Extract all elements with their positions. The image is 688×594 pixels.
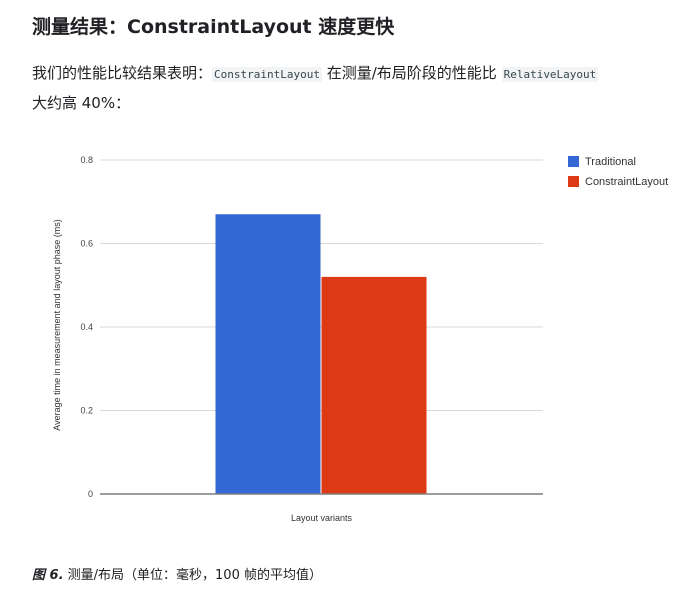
legend-swatch-constraintlayout (568, 176, 579, 187)
code-constraintlayout: ConstraintLayout (212, 67, 322, 82)
y-tick-label: 0.6 (80, 239, 93, 249)
bar-chart: 0 0.2 0.4 0.6 0.8 Average time in measuremen… (52, 155, 668, 523)
paragraph-text-3: 大约高 40%： (32, 94, 131, 112)
legend-swatch-traditional (568, 156, 579, 167)
caption-text: 测量/布局（单位：毫秒，100 帧的平均值） (63, 568, 322, 583)
y-axis-ticks: 0 0.2 0.4 0.6 0.8 (80, 155, 93, 499)
bar-traditional (215, 214, 321, 494)
caption-label: 图 6. (32, 568, 64, 583)
section-heading: 测量结果：ConstraintLayout 速度更快 (32, 16, 395, 38)
code-relativelayout: RelativeLayout (501, 67, 599, 82)
chart-bars (215, 214, 427, 494)
bar-constraintlayout (321, 276, 427, 494)
y-tick-label: 0.2 (80, 406, 93, 416)
y-tick-label: 0.8 (80, 155, 93, 165)
legend-label-traditional: Traditional (585, 156, 636, 168)
y-tick-label: 0.4 (80, 322, 93, 332)
figure-caption: 图 6. 测量/布局（单位：毫秒，100 帧的平均值） (32, 564, 322, 583)
paragraph-text-2: 在测量/布局阶段的性能比 (321, 64, 502, 82)
paragraph-text-1: 我们的性能比较结果表明： (32, 64, 213, 82)
y-tick-label: 0 (88, 489, 93, 499)
legend-label-constraintlayout: ConstraintLayout (585, 176, 668, 188)
y-axis-title: Average time in measurement and layout p… (52, 219, 62, 430)
x-axis-title: Layout variants (291, 513, 353, 523)
result-paragraph: 我们的性能比较结果表明： ConstraintLayout 在测量/布局阶段的性能… (32, 59, 682, 118)
chart-legend: Traditional ConstraintLayout (568, 156, 668, 188)
